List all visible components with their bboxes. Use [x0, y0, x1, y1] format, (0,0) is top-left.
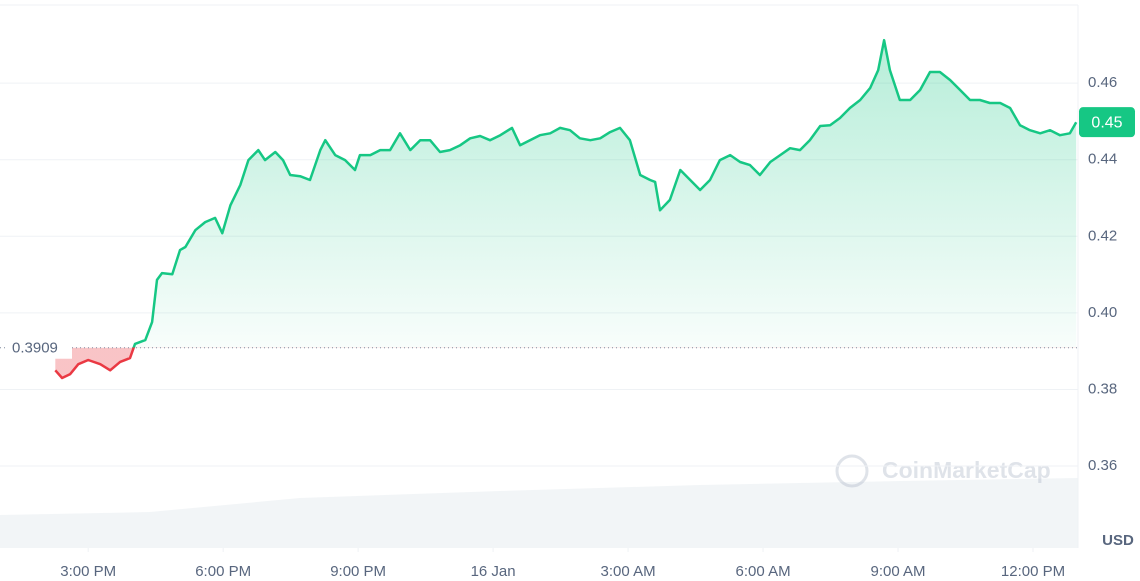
y-tick-label: 0.36 — [1088, 457, 1117, 474]
x-tick-label: 12:00 PM — [1001, 563, 1065, 580]
x-tick-label: 16 Jan — [471, 563, 516, 580]
price-line — [54, 38, 1078, 380]
x-tick-label: 3:00 AM — [601, 563, 656, 580]
area-fill — [55, 40, 1077, 378]
x-tick-label: 9:00 PM — [330, 563, 386, 580]
current-price-badge — [1079, 107, 1135, 138]
y-tick-label: 0.38 — [1088, 380, 1117, 397]
watermark-logo — [835, 454, 869, 488]
y-tick-label: 0.46 — [1088, 74, 1117, 91]
current-price-label: 0.45 — [1091, 114, 1122, 131]
x-tick-label: 3:00 PM — [60, 563, 116, 580]
x-tick-label: 6:00 AM — [736, 563, 791, 580]
watermark: CoinMarketCap — [835, 454, 1051, 488]
unit-label: USD — [1102, 532, 1134, 549]
y-tick-label: 0.42 — [1088, 227, 1117, 244]
volume-area — [0, 478, 1078, 548]
reference-label-bg — [8, 336, 72, 359]
y-tick-label: 0.40 — [1088, 304, 1117, 321]
reference-label: 0.3909 — [12, 340, 58, 357]
watermark-text: CoinMarketCap — [882, 457, 1051, 483]
x-tick-label: 9:00 AM — [871, 563, 926, 580]
x-tick-label: 6:00 PM — [195, 563, 251, 580]
y-tick-label: 0.44 — [1088, 151, 1117, 168]
